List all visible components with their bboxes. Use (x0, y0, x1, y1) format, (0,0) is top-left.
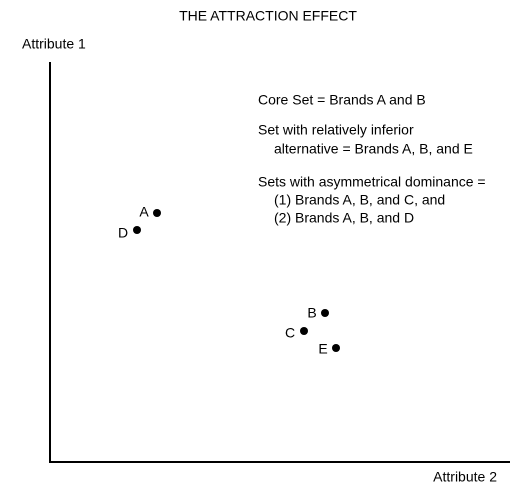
point-dot (153, 209, 161, 217)
note: (1) Brands A, B, and C, and (274, 192, 445, 208)
note: (2) Brands A, B, and D (274, 210, 414, 226)
point-dot (321, 309, 329, 317)
point-label: C (285, 325, 295, 341)
x-axis-label: Attribute 2 (433, 469, 497, 485)
note: Set with relatively inferior (258, 122, 414, 138)
point-dot (300, 327, 308, 335)
y-axis-label: Attribute 1 (22, 36, 86, 52)
note: Core Set = Brands A and B (258, 92, 426, 108)
point-label: A (139, 204, 149, 220)
point-dot (332, 344, 340, 352)
note: Sets with asymmetrical dominance = (258, 174, 486, 190)
note: alternative = Brands A, B, and E (274, 141, 473, 157)
point-dot (133, 226, 141, 234)
point-label: E (318, 341, 327, 357)
point-label: B (307, 305, 316, 321)
title: THE ATTRACTION EFFECT (179, 8, 357, 24)
point-label: D (118, 225, 128, 241)
